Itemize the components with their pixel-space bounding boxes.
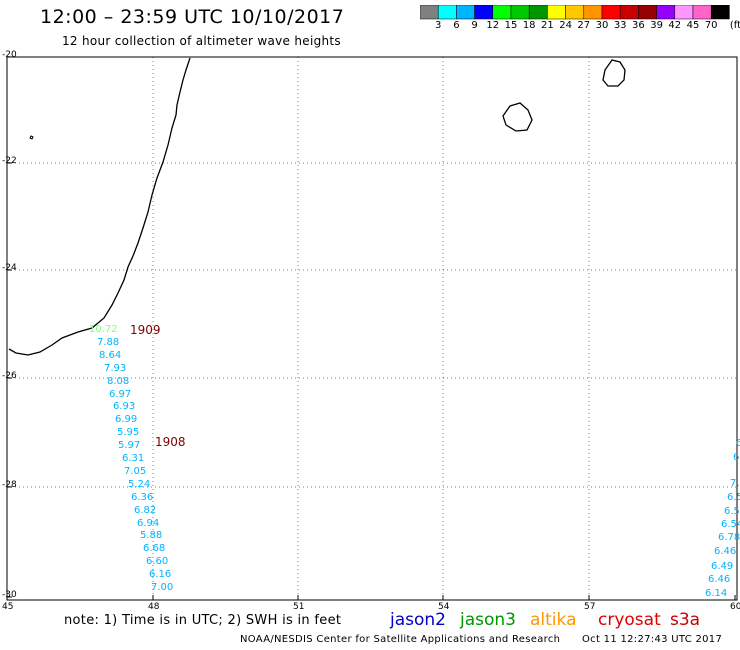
color-swatch [601, 5, 621, 20]
color-swatch [692, 5, 712, 20]
wave-height-value: 6.82 [134, 504, 157, 516]
color-scale-label: 24 [559, 20, 572, 31]
color-scale-label: 12 [486, 20, 500, 31]
color-scale-label: 39 [650, 20, 663, 31]
color-scale-label: 30 [595, 20, 609, 31]
wave-height-value: 6.78 [718, 532, 740, 543]
pass-time-label: 1909 [130, 323, 161, 337]
wave-height-value: 6.60 [146, 556, 169, 568]
color-scale-label: 33 [613, 20, 627, 31]
latitude-label: -30 [2, 590, 17, 600]
color-swatch [492, 5, 512, 20]
latitude-label: -26 [2, 371, 17, 381]
color-scale-bar [420, 5, 730, 20]
wave-height-value: 6.5 [727, 492, 740, 503]
wave-height-value: 8.64 [99, 349, 122, 361]
wave-height-value: 6.97 [109, 388, 132, 400]
wave-height-value: 6.46 [714, 546, 737, 557]
satellite-legend-item: s3a [670, 610, 701, 630]
wave-height-value: 6.68 [143, 543, 166, 555]
wave-height-value: 6.16 [149, 569, 172, 581]
color-scale-label: 36 [632, 20, 645, 31]
wave-height-value: 6.46 [708, 574, 731, 585]
color-swatch [656, 5, 676, 20]
wave-height-value: 6 [736, 438, 740, 449]
wave-height-value: 6.93 [113, 401, 136, 413]
wave-height-value: 7.05 [124, 465, 147, 477]
footer-note: note: 1) Time is in UTC; 2) SWH is in fe… [64, 613, 342, 628]
wave-height-value: 7.88 [97, 336, 120, 348]
color-scale-label: 3 [435, 20, 442, 31]
wave-height-value: 6.49 [711, 561, 734, 572]
color-swatch [510, 5, 530, 20]
wave-height-value: 6.5 [724, 506, 740, 517]
wave-height-value: 7.93 [104, 362, 127, 374]
wave-height-value: 5.88 [140, 530, 163, 542]
wave-height-value: 6.54 [721, 519, 740, 530]
longitude-label: 45 [2, 602, 14, 612]
wave-height-value: 7.00 [151, 582, 174, 593]
color-scale-label: 9 [471, 20, 478, 31]
color-scale-label: 18 [522, 20, 536, 31]
color-scale-label: 45 [686, 20, 700, 31]
color-swatch [710, 5, 730, 20]
color-swatch [674, 5, 694, 20]
wave-height-value: 6.94 [137, 517, 160, 529]
latitude-label: -20 [2, 50, 17, 60]
wave-height-value: 8.08 [107, 375, 130, 387]
longitude-label: 60 [730, 602, 740, 612]
color-scale-unit: (ft) [729, 20, 740, 31]
color-swatch [565, 5, 585, 20]
wave-height-value: 6.99 [115, 414, 138, 426]
wave-height-value: 6.14 [705, 588, 728, 599]
generated-timestamp: Oct 11 12:27:43 UTC 2017 [582, 634, 723, 645]
color-swatch [456, 5, 475, 20]
wave-height-value: 7. [730, 478, 740, 489]
color-swatch [638, 5, 657, 20]
color-scale-label: 70 [704, 20, 718, 31]
satellite-legend-item: altika [530, 610, 577, 630]
longitude-label: 51 [293, 602, 305, 612]
wave-height-value: 6.31 [122, 453, 145, 464]
color-swatch [619, 5, 639, 20]
color-scale-label: 6 [453, 20, 460, 31]
wave-height-value: 5.24 [128, 478, 151, 490]
longitude-label: 48 [148, 602, 160, 612]
latitude-label: -24 [2, 263, 17, 273]
map-subtitle: 12 hour collection of altimeter wave hei… [62, 34, 341, 48]
color-swatch [437, 5, 457, 20]
longitude-label: 57 [584, 602, 596, 612]
color-swatch [547, 5, 566, 20]
color-swatch [528, 5, 548, 20]
satellite-legend-item: jason2 [390, 610, 446, 630]
color-swatch [583, 5, 603, 20]
color-scale-label: 15 [504, 20, 518, 31]
map-title: 12:00 – 23:59 UTC 10/10/2017 [40, 6, 345, 28]
color-scale-label: 42 [668, 20, 682, 31]
credit-text: NOAA/NESDIS Center for Satellite Applica… [240, 634, 561, 645]
satellite-legend-item: cryosat [598, 610, 661, 630]
color-swatch [474, 5, 494, 20]
satellite-legend-item: jason3 [460, 610, 516, 630]
wave-height-value: 6.36 [131, 491, 154, 503]
latitude-label: -28 [2, 480, 17, 490]
coastline [8, 57, 626, 356]
wave-height-value: 6 [733, 452, 740, 463]
color-swatch [420, 5, 439, 20]
color-scale-label: 27 [577, 20, 591, 31]
wave-height-value: 5.95 [117, 427, 140, 439]
pass-time-label: 1908 [155, 435, 186, 449]
wave-height-value: 10.72 [89, 324, 118, 335]
longitude-label: 54 [438, 602, 450, 612]
color-scale-label: 21 [541, 20, 554, 31]
latitude-label: -22 [2, 156, 17, 166]
wave-height-value: 5.97 [118, 440, 141, 452]
